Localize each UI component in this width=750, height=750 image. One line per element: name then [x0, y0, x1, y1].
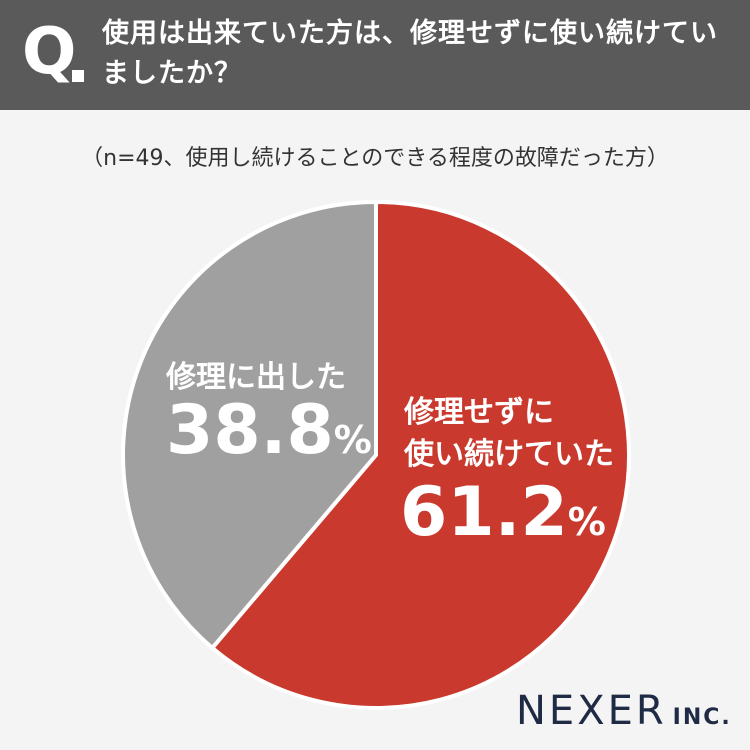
- q-mark: Q: [22, 15, 77, 89]
- q-dot: [72, 70, 84, 82]
- pie-slice-continued-use: [210, 200, 631, 710]
- slice-value-sent-for-repair: 38.8%: [166, 391, 372, 470]
- slice-label-sent-for-repair: 修理に出した: [166, 360, 346, 395]
- nexer-logo: NEXER INC.: [516, 688, 732, 734]
- question-text: 使用は出来ていた方は、修理せずに使い続けていましたか？: [102, 18, 718, 89]
- slice-value-continued-use: 61.2%: [400, 473, 606, 552]
- pie-slice-sent-for-repair: [121, 200, 378, 650]
- slice-label-continued-use: 修理せずに 使い続けていた: [404, 395, 614, 472]
- chart-subtitle: （n=49、使用し続けることのできる程度の故障だった方）: [81, 146, 669, 171]
- question-header: Q 使用は出来ていた方は、修理せずに使い続けていましたか？: [0, 0, 750, 110]
